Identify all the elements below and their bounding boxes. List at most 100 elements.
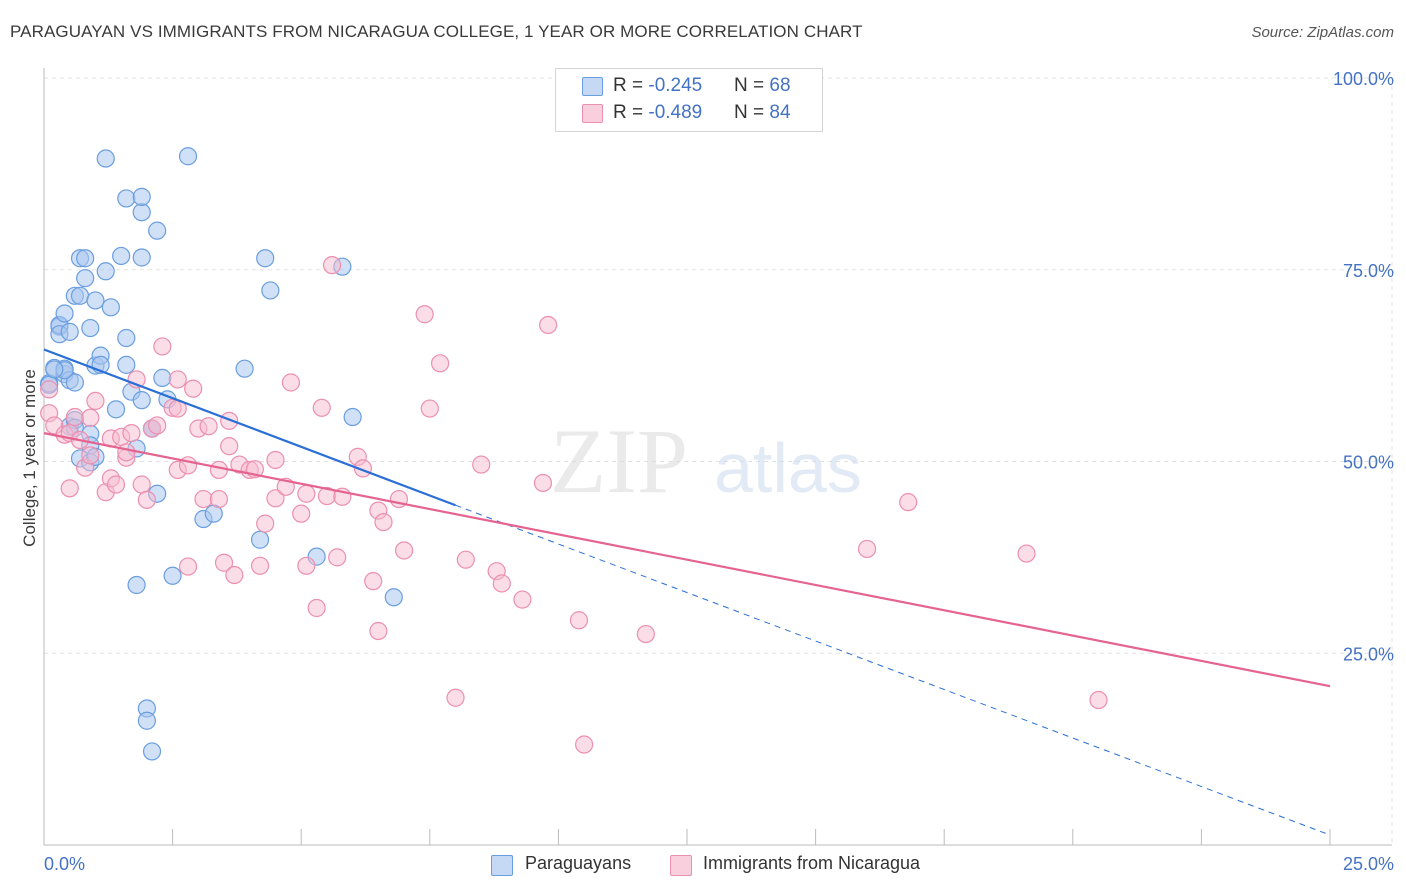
- data-point-nicaragua: [307, 598, 326, 618]
- legend-r-value: -0.489: [648, 102, 703, 123]
- data-point-nicaragua: [1017, 544, 1036, 563]
- data-point-nicaragua: [184, 379, 203, 398]
- trend-lines: [43, 348, 1331, 836]
- data-point-nicaragua: [328, 548, 347, 567]
- data-point-paraguayans: [65, 373, 84, 392]
- data-point-nicaragua: [364, 572, 383, 591]
- data-point-paraguayans: [235, 359, 254, 378]
- data-point-nicaragua: [122, 424, 141, 443]
- data-point-paraguayans: [106, 400, 126, 419]
- data-point-nicaragua: [292, 504, 311, 523]
- data-point-paraguayans: [70, 286, 90, 305]
- data-point-nicaragua: [106, 475, 126, 494]
- bottom-legend-label: Paraguayans: [525, 853, 632, 873]
- series-nicaragua: [40, 256, 1108, 754]
- data-point-nicaragua: [117, 443, 136, 462]
- data-point-nicaragua: [374, 512, 393, 532]
- data-point-nicaragua: [539, 315, 558, 335]
- data-point-nicaragua: [369, 621, 388, 641]
- data-point-paraguayans: [178, 147, 198, 166]
- data-point-paraguayans: [261, 281, 280, 300]
- data-point-nicaragua: [220, 437, 239, 456]
- source-label: Source: ZipAtlas.com: [1251, 24, 1394, 41]
- data-point-nicaragua: [266, 489, 285, 508]
- legend-n-label: N =: [734, 102, 770, 123]
- data-point-nicaragua: [81, 446, 100, 465]
- x-tick-label: 25.0%: [1343, 854, 1394, 874]
- legend-r-value: -0.245: [648, 75, 703, 96]
- legend-r-label: R =: [613, 75, 649, 96]
- data-point-nicaragua: [446, 688, 465, 707]
- data-point-nicaragua: [394, 541, 414, 560]
- data-point-paraguayans: [250, 530, 270, 549]
- data-point-paraguayans: [86, 291, 105, 310]
- data-point-nicaragua: [148, 416, 167, 435]
- chart-title: PARAGUAYAN VS IMMIGRANTS FROM NICARAGUA …: [10, 22, 863, 41]
- data-point-paraguayans: [127, 575, 146, 595]
- data-point-nicaragua: [256, 514, 275, 533]
- data-point-nicaragua: [250, 556, 270, 575]
- data-point-paraguayans: [163, 566, 182, 585]
- data-point-paraguayans: [101, 298, 120, 317]
- legend-r: R = -0.489: [613, 102, 702, 124]
- legend-swatch-pink: [582, 104, 603, 123]
- data-point-nicaragua: [415, 305, 434, 324]
- data-point-nicaragua: [281, 373, 301, 392]
- data-point-nicaragua: [178, 557, 198, 576]
- data-point-nicaragua: [569, 611, 589, 630]
- data-point-nicaragua: [81, 408, 100, 427]
- legend-row-paraguayans: R = -0.245 N = 68: [556, 73, 822, 99]
- data-point-nicaragua: [297, 556, 316, 575]
- data-point-paraguayans: [117, 328, 136, 348]
- data-point-paraguayans: [117, 189, 136, 208]
- data-point-nicaragua: [533, 473, 553, 493]
- axes: [43, 68, 1392, 846]
- data-point-paraguayans: [132, 391, 151, 410]
- data-point-nicaragua: [137, 490, 156, 509]
- data-point-paraguayans: [60, 322, 79, 341]
- legend-n: N = 84: [734, 102, 791, 124]
- trend-line-paraguayans-extension: [455, 504, 1331, 836]
- data-point-nicaragua: [220, 411, 239, 430]
- data-point-paraguayans: [142, 742, 162, 761]
- data-point-paraguayans: [132, 248, 151, 267]
- x-tick-label: 0.0%: [44, 854, 85, 874]
- y-tick-label: 25.0%: [1343, 644, 1394, 664]
- data-point-paraguayans: [137, 711, 156, 730]
- data-point-nicaragua: [168, 370, 187, 389]
- data-point-nicaragua: [40, 380, 59, 399]
- data-point-nicaragua: [199, 417, 218, 436]
- legend-n-label: N =: [734, 75, 770, 96]
- data-point-paraguayans: [96, 262, 115, 281]
- data-point-nicaragua: [322, 256, 342, 275]
- data-point-nicaragua: [209, 489, 228, 509]
- data-point-paraguayans: [96, 149, 115, 168]
- y-tick-label: 50.0%: [1343, 453, 1394, 473]
- legend-r: R = -0.245: [613, 75, 702, 97]
- data-point-nicaragua: [636, 624, 655, 644]
- data-point-nicaragua: [266, 450, 285, 470]
- data-point-nicaragua: [857, 539, 877, 559]
- bottom-legend-label: Immigrants from Nicaragua: [703, 853, 921, 873]
- data-point-nicaragua: [214, 553, 234, 572]
- y-tick-label: 100.0%: [1333, 69, 1394, 89]
- trend-line-paraguayans: [43, 348, 456, 507]
- data-point-paraguayans: [55, 304, 74, 323]
- data-point-paraguayans: [76, 249, 95, 268]
- data-point-nicaragua: [225, 565, 244, 585]
- trend-line-nicaragua: [43, 432, 1331, 688]
- data-point-nicaragua: [456, 550, 475, 569]
- watermark-atlas: atlas: [714, 429, 862, 507]
- data-point-paraguayans: [384, 588, 403, 607]
- data-point-nicaragua: [65, 407, 84, 427]
- legend-n-value: 68: [769, 75, 791, 96]
- data-point-nicaragua: [430, 354, 450, 373]
- data-point-paraguayans: [153, 368, 172, 387]
- data-point-nicaragua: [132, 475, 151, 494]
- tick-labels: 25.0% 50.0% 75.0% 100.0% 0.0% 25.0%: [44, 69, 1394, 874]
- data-point-nicaragua: [60, 479, 79, 498]
- data-point-paraguayans: [76, 269, 95, 288]
- data-point-paraguayans: [81, 318, 100, 338]
- data-point-nicaragua: [209, 460, 228, 480]
